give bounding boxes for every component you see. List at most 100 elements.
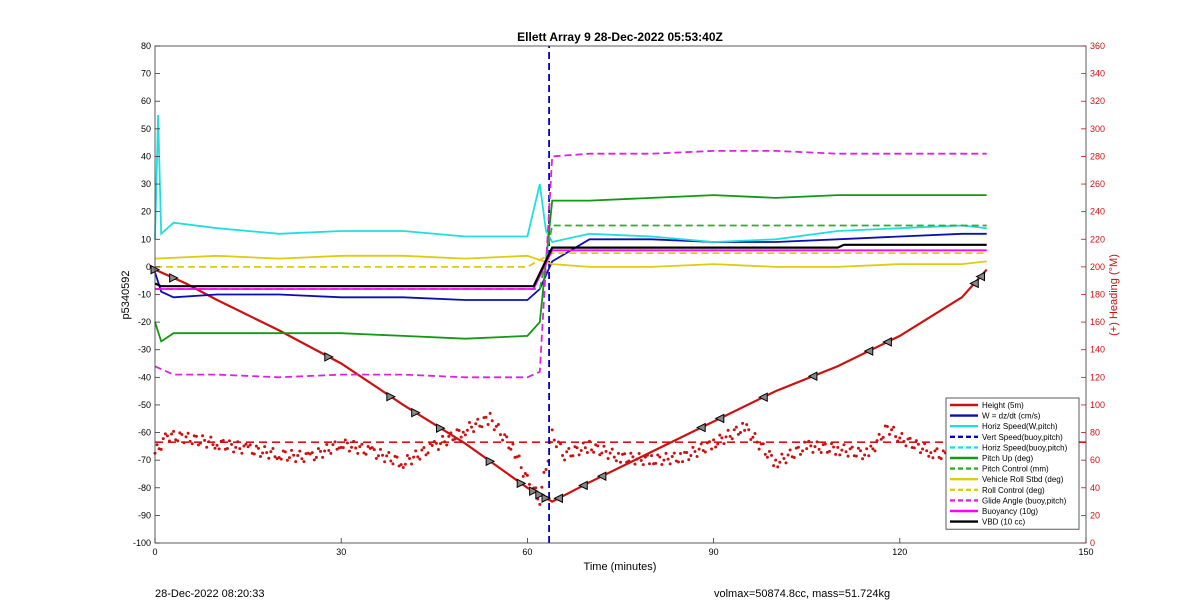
heading-point xyxy=(641,463,645,467)
heading-point xyxy=(503,433,507,437)
heading-point xyxy=(664,451,668,455)
heading-point xyxy=(850,445,854,449)
track-marker xyxy=(578,480,588,491)
heading-point xyxy=(252,452,256,456)
heading-point xyxy=(563,458,567,462)
heading-point xyxy=(167,439,171,443)
heading-point xyxy=(892,425,896,429)
heading-point xyxy=(439,442,443,446)
y-right-tick-label: 360 xyxy=(1090,41,1105,51)
y-axis-label-right: (+) Heading (°M) xyxy=(1108,254,1120,336)
heading-point xyxy=(457,428,461,432)
heading-point xyxy=(211,443,215,447)
heading-point xyxy=(830,442,834,446)
heading-point xyxy=(579,449,583,453)
heading-point xyxy=(492,428,496,432)
heading-point xyxy=(554,445,558,449)
heading-point xyxy=(676,460,680,464)
y-left-tick-label: 20 xyxy=(141,207,151,217)
heading-point xyxy=(881,435,885,439)
heading-point xyxy=(885,425,889,429)
heading-point xyxy=(699,442,703,446)
heading-point xyxy=(356,451,360,455)
heading-point xyxy=(333,440,337,444)
heading-point xyxy=(434,441,438,445)
heading-point xyxy=(480,425,484,429)
heading-point xyxy=(567,447,571,451)
heading-point xyxy=(840,448,844,452)
y-right-tick-label: 220 xyxy=(1090,234,1105,244)
heading-point xyxy=(894,435,898,439)
heading-point xyxy=(461,430,465,434)
footer-vehicle-info: volmax=50874.8cc, mass=51.724kg xyxy=(714,588,891,600)
heading-point xyxy=(598,453,602,457)
heading-point xyxy=(904,444,908,448)
heading-point xyxy=(414,449,418,453)
heading-point xyxy=(590,448,594,452)
heading-point xyxy=(918,451,922,455)
legend-label: Horiz Speed(buoy,pitch) xyxy=(982,443,1068,452)
heading-point xyxy=(236,440,240,444)
heading-point xyxy=(921,447,925,451)
heading-point xyxy=(786,453,790,457)
y-right-tick-label: 100 xyxy=(1090,400,1105,410)
heading-point xyxy=(741,421,745,425)
heading-point xyxy=(412,455,416,459)
heading-point xyxy=(869,444,873,448)
heading-point xyxy=(780,452,784,456)
heading-point xyxy=(405,453,409,457)
heading-point xyxy=(244,442,248,446)
heading-point xyxy=(916,442,920,446)
heading-point xyxy=(443,440,447,444)
heading-point xyxy=(749,438,753,442)
heading-point xyxy=(836,445,840,449)
heading-point xyxy=(227,439,231,443)
heading-point xyxy=(666,457,670,461)
heading-point xyxy=(703,450,707,454)
heading-point xyxy=(654,461,658,465)
heading-point xyxy=(912,446,916,450)
heading-point xyxy=(823,442,827,446)
heading-point xyxy=(308,452,312,456)
heading-point xyxy=(662,458,666,462)
heading-point xyxy=(602,444,606,448)
heading-point xyxy=(608,451,612,455)
y-left-tick-label: -70 xyxy=(138,455,151,465)
legend-label: Horiz Speed(W,pitch) xyxy=(982,422,1058,431)
heading-point xyxy=(873,449,877,453)
heading-point xyxy=(730,437,734,441)
heading-point xyxy=(600,451,604,455)
heading-point xyxy=(610,447,614,451)
heading-point xyxy=(767,449,771,453)
heading-point xyxy=(844,450,848,454)
y-right-tick-label: 180 xyxy=(1090,290,1105,300)
heading-point xyxy=(827,449,831,453)
heading-point xyxy=(261,451,265,455)
heading-point xyxy=(447,434,451,438)
heading-point xyxy=(474,422,478,426)
heading-point xyxy=(269,450,273,454)
heading-point xyxy=(155,443,159,447)
heading-point xyxy=(459,435,463,439)
heading-point xyxy=(436,448,440,452)
series-line-5 xyxy=(154,194,987,343)
heading-point xyxy=(890,428,894,432)
heading-point xyxy=(283,450,287,454)
heading-point xyxy=(401,466,405,470)
heading-point xyxy=(230,442,234,446)
heading-point xyxy=(292,453,296,457)
heading-point xyxy=(238,447,242,451)
heading-point xyxy=(432,439,436,443)
heading-point xyxy=(370,446,374,450)
heading-point xyxy=(619,460,622,464)
heading-point xyxy=(445,443,449,447)
heading-point xyxy=(774,458,778,462)
legend-label: Pitch Control (mm) xyxy=(982,465,1049,474)
heading-point xyxy=(201,434,205,438)
track-marker xyxy=(324,352,334,362)
series-line-11 xyxy=(154,243,987,288)
heading-point xyxy=(842,443,846,447)
y-left-tick-label: 10 xyxy=(141,234,151,244)
heading-point xyxy=(182,441,186,445)
y-right-tick-label: 160 xyxy=(1090,317,1105,327)
